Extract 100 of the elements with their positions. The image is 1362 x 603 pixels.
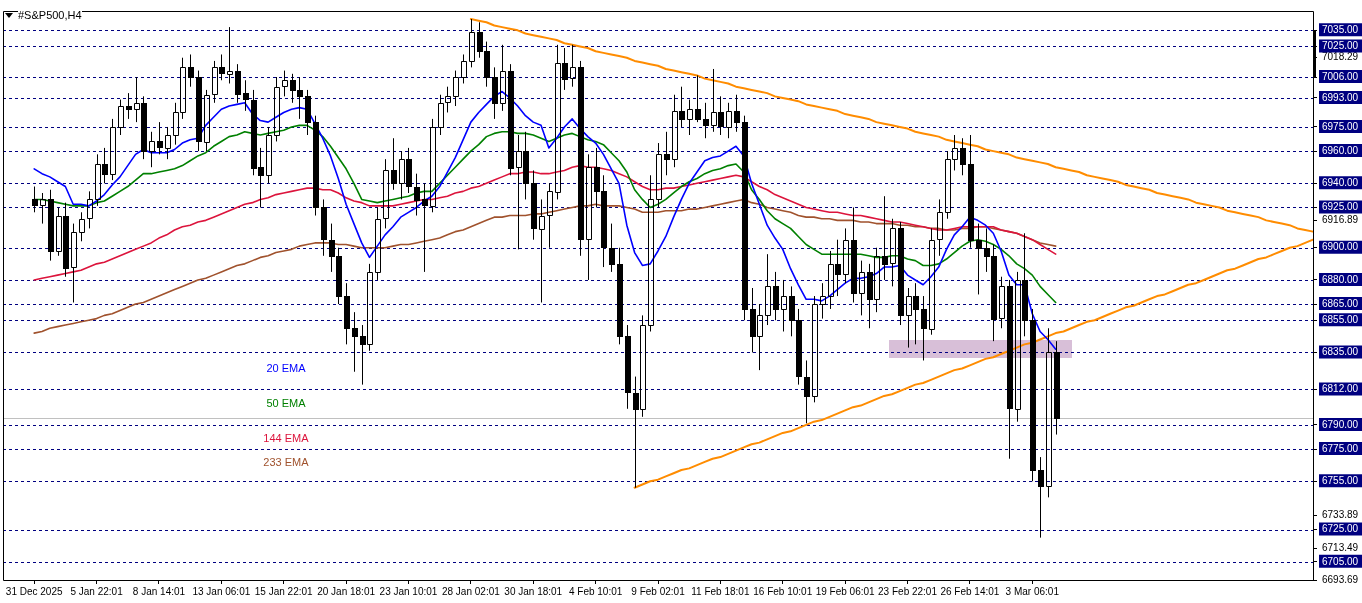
candlestick (547, 182, 553, 249)
candlestick (40, 192, 46, 225)
candlestick (882, 195, 888, 281)
y-tick-label: 6835.00 (1322, 346, 1359, 358)
x-tick-label: 15 Jan 22:01 (254, 585, 314, 597)
text: 50 EMA (266, 396, 306, 410)
candlestick (266, 126, 272, 184)
x-tick-label: 3 Mar 06:01 (1005, 585, 1060, 597)
x-tick-label: 23 Feb 22:01 (878, 585, 938, 597)
y-tick-label: 6855.00 (1322, 313, 1359, 325)
candlestick (859, 260, 865, 316)
x-tick-label: 31 Dec 2025 (5, 585, 63, 597)
candlestick (430, 118, 436, 213)
candlestick (383, 158, 389, 229)
y-tick-label: 6705.00 (1322, 555, 1359, 567)
candlestick (656, 142, 662, 208)
candlestick (453, 70, 459, 107)
candlestick (87, 190, 93, 229)
x-tick-label: 16 Feb 10:01 (753, 585, 813, 597)
candlestick (734, 94, 740, 133)
candlestick (664, 131, 670, 176)
candlestick (282, 70, 288, 97)
x-tick-label: 26 Feb 14:01 (940, 585, 1000, 597)
y-tick-label: 6733.89 (1322, 509, 1359, 521)
x-tick-label: 9 Feb 02:01 (631, 585, 686, 597)
x-tick-label: 13 Jan 06:01 (192, 585, 251, 597)
candlestick (648, 174, 654, 332)
candlestick (929, 227, 935, 336)
y-tick-label: 7025.00 (1322, 40, 1359, 52)
candlestick (539, 198, 545, 303)
candlestick (1046, 327, 1052, 498)
y-tick-label: 7018.29 (1322, 50, 1359, 62)
x-tick-label: 19 Feb 06:01 (815, 585, 876, 597)
x-tick-label: 30 Jan 18:01 (504, 585, 563, 597)
candlestick (118, 99, 124, 136)
candlestick (500, 44, 506, 112)
candlestick (765, 253, 771, 326)
candlestick (609, 223, 615, 273)
y-tick-label: 6925.00 (1322, 201, 1359, 213)
candlestick (414, 173, 420, 217)
y-tick-label: 6960.00 (1322, 144, 1359, 156)
candlestick (999, 276, 1005, 329)
candlestick (687, 99, 693, 136)
y-tick-label: 6713.49 (1322, 541, 1359, 553)
candlestick (422, 182, 428, 273)
candlestick (781, 279, 787, 332)
y-tick-label: 6725.00 (1322, 523, 1359, 535)
y-tick-label: 6775.00 (1322, 442, 1359, 454)
y-tick-label: 7035.00 (1322, 24, 1359, 36)
candlestick (921, 295, 927, 361)
candlestick (188, 53, 194, 88)
candlestick (773, 271, 779, 321)
candlestick (243, 79, 249, 112)
y-tick-label: 6880.00 (1322, 273, 1359, 285)
chart-title: #S&P500,H4 (18, 9, 82, 22)
candlestick (804, 359, 810, 424)
candlestick (976, 223, 982, 295)
candlestick (391, 137, 397, 191)
candlestick (274, 76, 280, 142)
y-tick-label: 6975.00 (1322, 120, 1359, 132)
x-tick-label: 5 Jan 22:01 (70, 585, 124, 597)
x-tick-label: 11 Feb 18:01 (691, 585, 750, 597)
candlestick (149, 131, 155, 168)
y-tick-label: 7006.00 (1322, 70, 1359, 82)
candlestick (71, 223, 77, 303)
y-tick-label: 6900.00 (1322, 241, 1359, 253)
y-tick-label: 6755.00 (1322, 475, 1359, 487)
candlestick (157, 121, 163, 155)
candlestick (812, 295, 818, 403)
y-tick-label: 6693.69 (1322, 573, 1359, 585)
candlestick (726, 102, 732, 139)
y-tick-label: 6812.00 (1322, 383, 1359, 395)
candlestick (227, 26, 233, 84)
candlestick (438, 94, 444, 136)
candlestick (79, 211, 85, 242)
x-tick-label: 4 Feb 10:01 (568, 585, 623, 597)
y-tick-label: 6916.89 (1322, 214, 1359, 226)
candlestick (960, 137, 966, 176)
candlestick (586, 153, 592, 281)
candlestick (32, 186, 38, 213)
x-tick-label: 20 Jan 18:01 (317, 585, 376, 597)
y-tick-label: 6865.00 (1322, 297, 1359, 309)
y-tick-label: 6940.00 (1322, 177, 1359, 189)
candlestick (126, 92, 132, 120)
candlestick (843, 227, 849, 284)
text: 144 EMA (263, 431, 309, 445)
candlestick (110, 118, 116, 181)
candlestick (1038, 456, 1044, 539)
candlestick (570, 44, 576, 88)
candlestick (469, 18, 475, 68)
candlestick (695, 74, 701, 123)
y-tick-label: 6790.00 (1322, 418, 1359, 430)
candlestick (165, 126, 171, 160)
candlestick (235, 63, 241, 104)
candlestick (461, 53, 467, 84)
y-tick-label: 6993.00 (1322, 91, 1359, 103)
candlestick (445, 86, 451, 113)
text: 20 EMA (266, 361, 306, 375)
candlestick (352, 311, 358, 373)
candlestick (937, 198, 943, 257)
